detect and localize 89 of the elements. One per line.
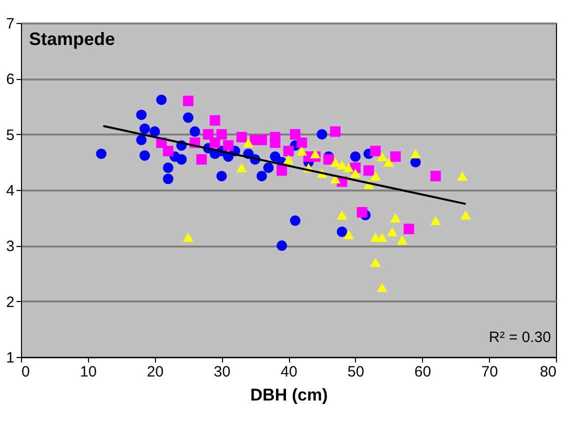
point — [343, 163, 354, 172]
point — [296, 137, 308, 148]
point — [162, 146, 174, 156]
point — [162, 162, 174, 173]
x-tick-label: 80 — [540, 364, 556, 380]
x-tick-label: 60 — [414, 364, 432, 380]
point — [376, 152, 388, 162]
point — [376, 282, 388, 292]
point — [364, 165, 374, 176]
point — [336, 210, 348, 220]
x-tick-label: 40 — [280, 364, 298, 380]
point — [176, 154, 187, 165]
y-tick-label: 1 — [6, 350, 14, 366]
point — [190, 126, 200, 137]
point — [136, 110, 147, 120]
point — [330, 174, 341, 184]
point — [236, 132, 247, 142]
point — [256, 134, 267, 146]
annotation: R² = 0.30 — [488, 329, 551, 346]
point — [276, 165, 288, 176]
point — [182, 112, 194, 123]
point — [370, 258, 381, 267]
x-tick-label: 20 — [146, 364, 164, 380]
point — [430, 216, 441, 226]
point — [256, 170, 267, 182]
point — [162, 174, 174, 184]
point — [210, 137, 220, 148]
point — [210, 115, 220, 126]
point — [350, 168, 361, 178]
point — [270, 151, 280, 162]
point — [196, 154, 207, 165]
point — [216, 129, 227, 140]
point — [384, 158, 394, 167]
point — [290, 215, 300, 226]
x-tick-label: 50 — [348, 364, 364, 380]
point — [323, 154, 334, 165]
point — [296, 146, 308, 156]
point — [336, 226, 348, 237]
point — [136, 134, 147, 146]
point — [283, 146, 294, 156]
x-tick-label: 0 — [22, 364, 30, 380]
point — [386, 227, 398, 236]
point — [236, 163, 247, 172]
point — [370, 172, 381, 181]
point — [330, 158, 341, 167]
point — [203, 129, 214, 140]
point — [96, 148, 106, 160]
point — [350, 151, 361, 162]
point — [336, 160, 348, 170]
point — [410, 149, 421, 158]
point — [263, 162, 274, 173]
y-tick-label: 5 — [6, 126, 14, 144]
point — [139, 150, 150, 161]
chart-title: Stampede — [29, 29, 116, 49]
point — [396, 236, 408, 245]
point — [370, 146, 381, 156]
point — [430, 170, 441, 182]
y-tick-label: 7 — [6, 16, 14, 32]
point — [243, 138, 254, 148]
point — [310, 149, 320, 158]
point — [390, 213, 401, 222]
point — [276, 240, 288, 251]
x-tick-label: 10 — [80, 364, 97, 380]
point — [182, 96, 194, 106]
x-axis-title: DBH (cm) — [250, 386, 328, 404]
point — [404, 224, 414, 234]
point — [376, 232, 388, 242]
point — [156, 94, 167, 106]
point — [316, 129, 328, 140]
y-tick-label: 2 — [6, 294, 14, 311]
point — [356, 207, 368, 218]
x-tick-label: 30 — [214, 364, 230, 380]
point — [330, 126, 341, 137]
point — [216, 170, 227, 182]
point — [139, 124, 150, 134]
point — [343, 230, 354, 240]
y-tick-label: 4 — [6, 182, 14, 200]
point — [150, 126, 160, 137]
point — [283, 154, 294, 164]
point — [390, 151, 401, 162]
point — [457, 172, 468, 181]
y-tick-label: 3 — [6, 238, 14, 256]
point — [460, 210, 471, 220]
point — [182, 232, 194, 242]
point — [290, 129, 300, 140]
point — [223, 140, 234, 151]
point — [270, 132, 280, 142]
y-tick-label: 6 — [6, 71, 14, 88]
x-tick-label: 70 — [481, 364, 498, 380]
